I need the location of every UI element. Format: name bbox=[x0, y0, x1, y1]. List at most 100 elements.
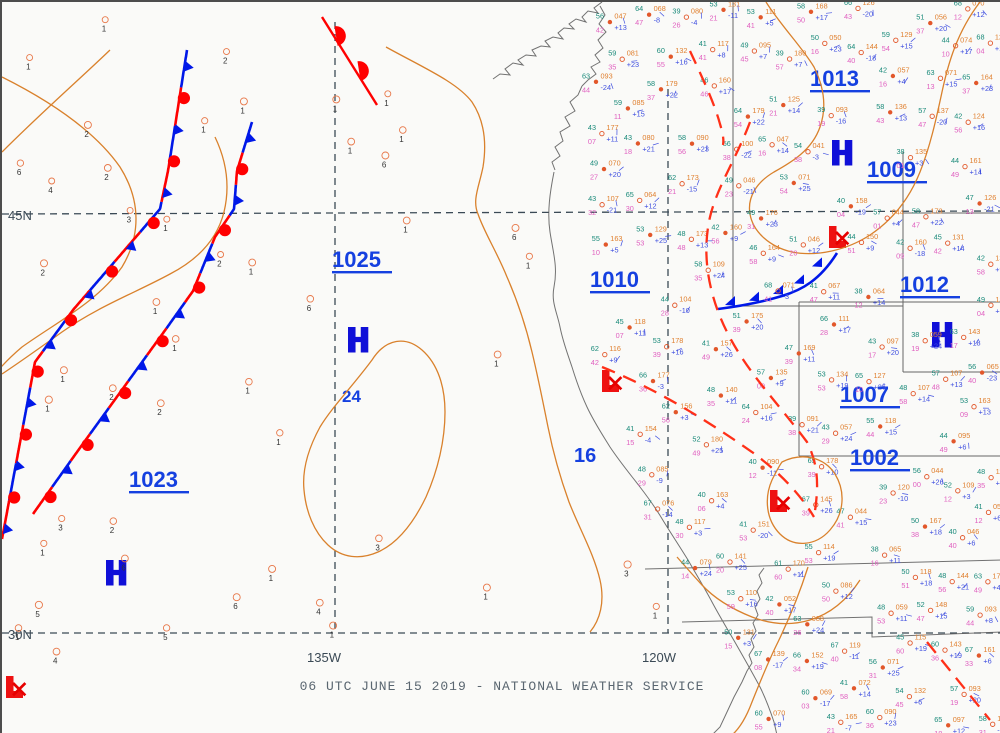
svg-text:56: 56 bbox=[913, 466, 921, 475]
svg-text:48: 48 bbox=[932, 383, 940, 392]
svg-text:091: 091 bbox=[807, 414, 819, 423]
svg-text:-3: -3 bbox=[783, 292, 790, 301]
svg-text:44: 44 bbox=[866, 430, 874, 439]
svg-text:44: 44 bbox=[848, 232, 856, 241]
svg-text:126: 126 bbox=[984, 193, 996, 202]
svg-text:44: 44 bbox=[942, 35, 950, 44]
svg-text:35: 35 bbox=[694, 274, 702, 283]
svg-text:+14: +14 bbox=[788, 106, 800, 115]
svg-text:118: 118 bbox=[885, 416, 897, 425]
svg-text:53: 53 bbox=[653, 336, 661, 345]
svg-text:140: 140 bbox=[725, 385, 737, 394]
svg-text:13: 13 bbox=[927, 82, 935, 91]
svg-text:047: 047 bbox=[614, 12, 626, 21]
svg-text:+14: +14 bbox=[873, 298, 885, 307]
svg-text:66: 66 bbox=[844, 2, 852, 7]
svg-text:168: 168 bbox=[816, 2, 828, 10]
svg-text:42: 42 bbox=[934, 247, 942, 256]
svg-text:4: 4 bbox=[316, 608, 321, 617]
svg-text:41: 41 bbox=[699, 53, 707, 62]
svg-text:58: 58 bbox=[899, 397, 907, 406]
svg-text:+15: +15 bbox=[855, 518, 867, 527]
svg-text:42: 42 bbox=[954, 112, 962, 121]
svg-text:40: 40 bbox=[949, 541, 957, 550]
svg-text:1: 1 bbox=[102, 25, 107, 34]
svg-text:069: 069 bbox=[820, 688, 832, 697]
svg-text:47: 47 bbox=[785, 343, 793, 352]
svg-text:44: 44 bbox=[582, 85, 590, 94]
svg-text:052: 052 bbox=[993, 502, 1000, 511]
svg-text:23: 23 bbox=[879, 497, 887, 506]
svg-text:059: 059 bbox=[896, 603, 908, 612]
svg-text:1: 1 bbox=[330, 631, 335, 640]
svg-text:54: 54 bbox=[794, 141, 802, 150]
svg-text:15: 15 bbox=[724, 641, 732, 650]
svg-text:+3: +3 bbox=[962, 492, 970, 501]
svg-text:03: 03 bbox=[801, 702, 809, 711]
svg-text:50: 50 bbox=[911, 516, 919, 525]
svg-text:59: 59 bbox=[614, 98, 622, 107]
svg-text:50: 50 bbox=[822, 581, 830, 590]
svg-text:53: 53 bbox=[727, 588, 735, 597]
svg-text:50: 50 bbox=[901, 567, 909, 576]
svg-text:39: 39 bbox=[776, 49, 784, 58]
svg-text:04: 04 bbox=[977, 309, 985, 318]
svg-text:+15: +15 bbox=[885, 428, 897, 437]
svg-text:178: 178 bbox=[671, 336, 683, 345]
svg-text:104: 104 bbox=[760, 402, 772, 411]
svg-text:+6: +6 bbox=[983, 657, 991, 666]
svg-text:135: 135 bbox=[775, 368, 787, 377]
svg-text:6: 6 bbox=[382, 161, 387, 170]
svg-text:-24: -24 bbox=[601, 83, 612, 92]
svg-text:110: 110 bbox=[745, 588, 757, 597]
svg-text:+16: +16 bbox=[760, 414, 772, 423]
svg-text:154: 154 bbox=[645, 424, 657, 433]
svg-text:+6: +6 bbox=[958, 442, 966, 451]
svg-text:1: 1 bbox=[399, 135, 404, 144]
svg-text:+25: +25 bbox=[798, 184, 810, 193]
svg-text:12: 12 bbox=[944, 494, 952, 503]
svg-text:-3: -3 bbox=[658, 382, 665, 391]
svg-text:39: 39 bbox=[672, 7, 680, 16]
svg-text:6: 6 bbox=[233, 602, 238, 611]
svg-text:2: 2 bbox=[157, 408, 162, 417]
svg-text:+9: +9 bbox=[730, 234, 738, 243]
svg-text:53: 53 bbox=[710, 2, 718, 8]
svg-text:6: 6 bbox=[121, 564, 126, 573]
svg-text:10: 10 bbox=[855, 385, 863, 394]
svg-text:+6: +6 bbox=[993, 513, 1000, 522]
svg-text:56: 56 bbox=[954, 126, 962, 135]
svg-text:58: 58 bbox=[977, 268, 985, 277]
svg-text:56: 56 bbox=[662, 416, 670, 425]
svg-text:58: 58 bbox=[876, 102, 884, 111]
svg-text:117: 117 bbox=[694, 517, 706, 526]
svg-text:48: 48 bbox=[677, 243, 685, 252]
svg-text:+23: +23 bbox=[884, 719, 896, 728]
svg-text:-23: -23 bbox=[987, 374, 998, 383]
svg-text:39: 39 bbox=[653, 350, 661, 359]
svg-text:51: 51 bbox=[916, 13, 924, 22]
svg-text:+3: +3 bbox=[694, 528, 702, 537]
svg-text:24: 24 bbox=[742, 416, 750, 425]
svg-text:63: 63 bbox=[950, 327, 958, 336]
svg-text:53: 53 bbox=[805, 556, 813, 565]
svg-text:6: 6 bbox=[17, 168, 22, 177]
svg-text:60: 60 bbox=[716, 552, 724, 561]
svg-text:67: 67 bbox=[965, 645, 973, 654]
svg-text:068: 068 bbox=[654, 4, 666, 13]
svg-text:41: 41 bbox=[699, 39, 707, 48]
svg-text:58: 58 bbox=[749, 257, 757, 266]
svg-text:45: 45 bbox=[895, 700, 903, 709]
svg-text:41: 41 bbox=[975, 502, 983, 511]
svg-text:125: 125 bbox=[788, 95, 800, 104]
svg-text:67: 67 bbox=[754, 649, 762, 658]
svg-text:+14: +14 bbox=[777, 146, 789, 155]
svg-text:-4: -4 bbox=[691, 18, 698, 27]
svg-text:170: 170 bbox=[793, 559, 805, 568]
svg-text:090: 090 bbox=[884, 707, 896, 716]
svg-text:41: 41 bbox=[626, 424, 634, 433]
svg-text:63: 63 bbox=[974, 571, 982, 580]
svg-text:47: 47 bbox=[810, 295, 818, 304]
svg-text:07: 07 bbox=[616, 331, 624, 340]
svg-text:43: 43 bbox=[827, 712, 835, 721]
